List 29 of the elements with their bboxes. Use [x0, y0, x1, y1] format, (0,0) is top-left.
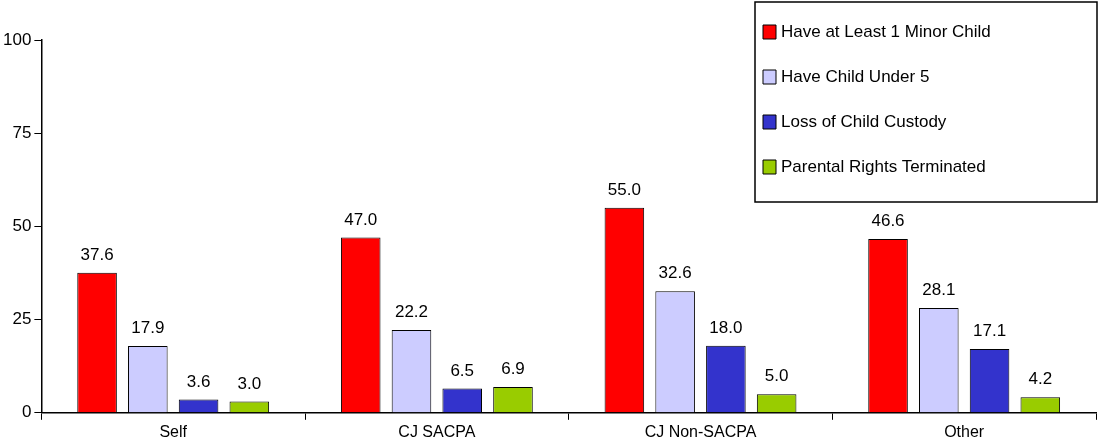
x-tick-label: Other: [944, 422, 985, 440]
y-tick-label: 0: [21, 402, 32, 422]
data-label: 4.2: [1028, 369, 1053, 389]
data-label: 6.9: [501, 359, 525, 379]
y-tick-label: 25: [12, 309, 32, 329]
data-label: 32.6: [658, 263, 692, 283]
y-tick-label: 100: [2, 29, 32, 49]
legend-label: Have at Least 1 Minor Child: [781, 21, 991, 41]
data-label: 46.6: [871, 211, 905, 231]
x-tick-label: CJ SACPA: [398, 422, 476, 440]
data-label: 37.6: [80, 244, 114, 264]
y-tick-label: 50: [12, 216, 32, 236]
data-label: 17.9: [131, 318, 165, 338]
data-label: 17.1: [973, 321, 1007, 341]
data-label: 47.0: [344, 209, 378, 229]
data-label: 18.0: [709, 317, 743, 337]
data-label: 28.1: [922, 280, 956, 300]
y-tick-label: 75: [12, 122, 32, 142]
legend-label: Loss of Child Custody: [781, 111, 947, 131]
x-tick-label: Self: [159, 422, 188, 440]
x-tick-label: CJ Non-SACPA: [644, 422, 757, 440]
data-label: 3.6: [186, 371, 211, 391]
data-label: 6.5: [450, 360, 475, 380]
data-label: 55.0: [607, 179, 641, 199]
data-label: 22.2: [394, 302, 429, 322]
legend-label: Have Child Under 5: [781, 66, 930, 86]
data-label: 5.0: [764, 366, 789, 386]
legend-label: Parental Rights Terminated: [781, 156, 986, 176]
data-label: 3.0: [237, 373, 262, 393]
